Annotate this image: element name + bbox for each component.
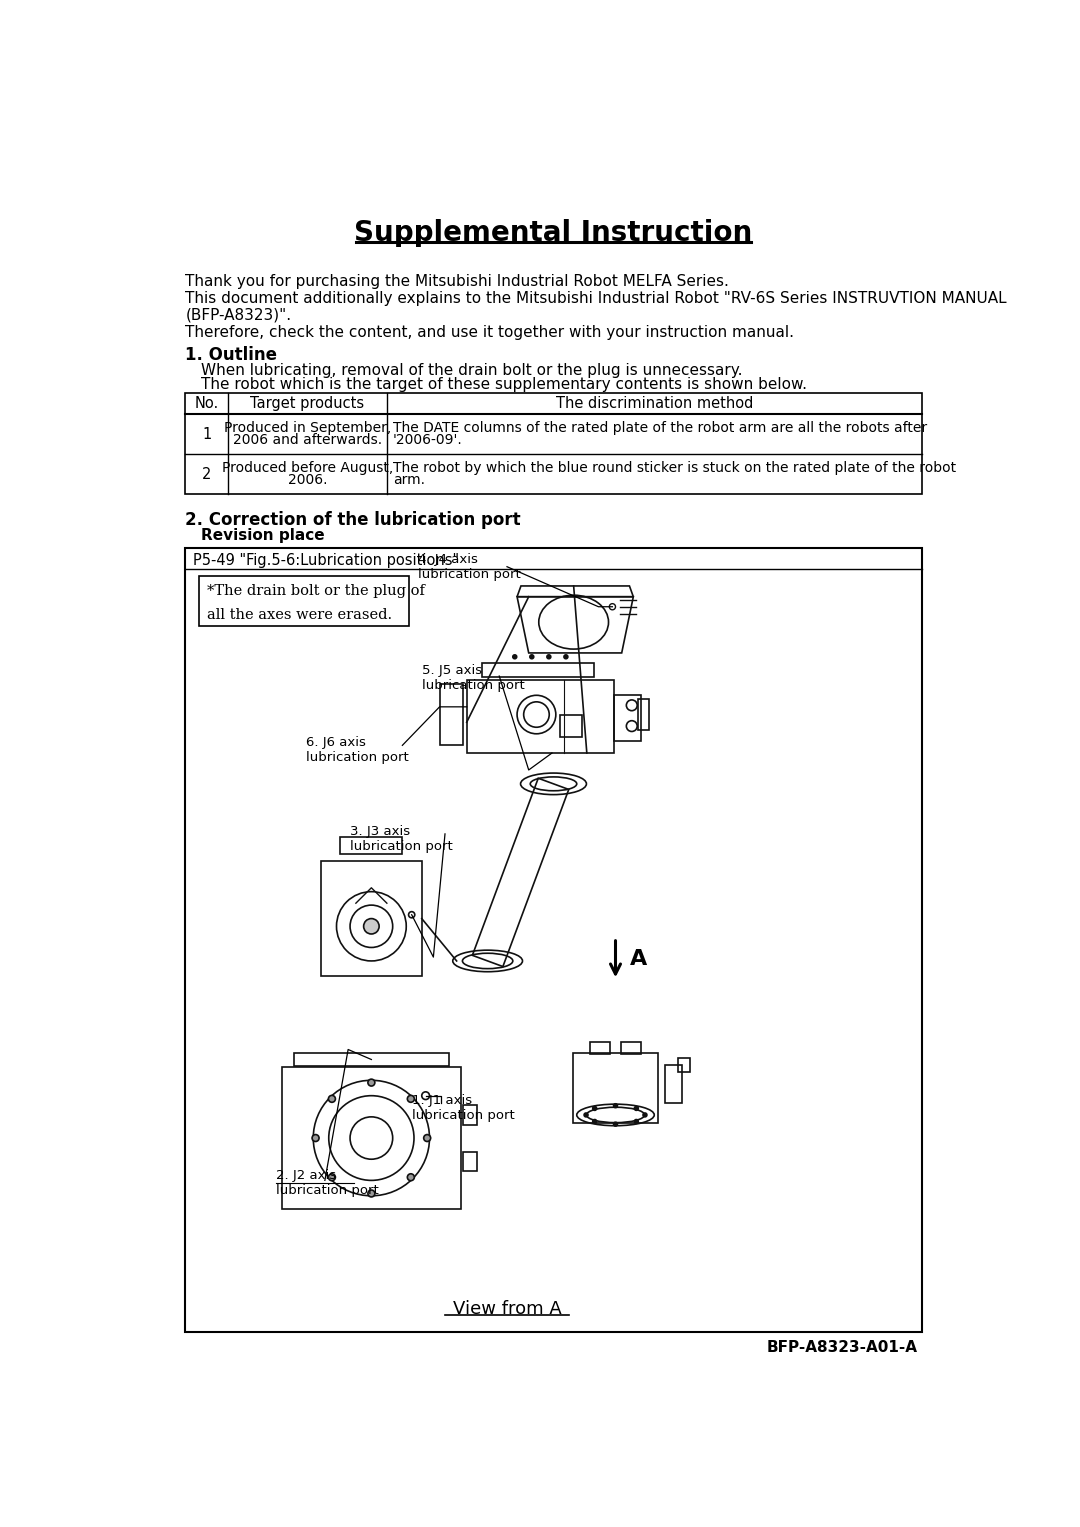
Text: 1. Outline: 1. Outline	[186, 347, 278, 365]
Bar	[282, 1067, 460, 1209]
Text: 1: 1	[202, 426, 212, 441]
Ellipse shape	[530, 655, 534, 658]
Text: Therefore, check the content, and use it together with your instruction manual.: Therefore, check the content, and use it…	[186, 325, 795, 341]
Ellipse shape	[312, 1135, 319, 1142]
Ellipse shape	[368, 1190, 375, 1197]
Text: 3. J3 axis
lubrication port: 3. J3 axis lubrication port	[350, 825, 454, 852]
Ellipse shape	[328, 1174, 336, 1180]
Text: 1. J1 axis
lubrication port: 1. J1 axis lubrication port	[413, 1095, 515, 1122]
Text: 2. J2 axis
lubrication port: 2. J2 axis lubrication port	[276, 1168, 379, 1197]
Ellipse shape	[513, 655, 516, 658]
Text: A: A	[630, 948, 647, 970]
Text: The robot which is the target of these supplementary contents is shown below.: The robot which is the target of these s…	[201, 377, 807, 392]
Ellipse shape	[593, 1107, 596, 1110]
Text: Supplemental Instruction: Supplemental Instruction	[354, 220, 753, 247]
Ellipse shape	[422, 1092, 430, 1099]
Text: Produced before August,: Produced before August,	[221, 461, 393, 475]
Bar	[321, 861, 422, 976]
Text: (BFP-A8323)".: (BFP-A8323)".	[186, 308, 292, 324]
Bar	[677, 1058, 690, 1072]
Text: When lubricating, removal of the drain bolt or the plug is unnecessary.: When lubricating, removal of the drain b…	[201, 363, 742, 379]
Text: Thank you for purchasing the Mitsubishi Industrial Robot MELFA Series.: Thank you for purchasing the Mitsubishi …	[186, 275, 729, 289]
Ellipse shape	[634, 1119, 638, 1124]
Text: The discrimination method: The discrimination method	[555, 395, 753, 411]
Bar	[294, 1052, 449, 1066]
Bar	[200, 576, 408, 626]
Ellipse shape	[593, 1119, 596, 1124]
Ellipse shape	[423, 1135, 431, 1142]
Text: 6. J6 axis
lubrication port: 6. J6 axis lubrication port	[306, 736, 408, 764]
Bar	[340, 837, 403, 854]
Text: This document additionally explains to the Mitsubishi Industrial Robot "RV-6S Se: This document additionally explains to t…	[186, 292, 1007, 305]
Text: Produced in September,: Produced in September,	[224, 421, 391, 435]
Text: No.: No.	[194, 395, 219, 411]
Ellipse shape	[564, 655, 568, 658]
Bar	[637, 699, 649, 730]
Ellipse shape	[546, 655, 551, 658]
Text: P5-49 "Fig.5-6:Lubrication positions": P5-49 "Fig.5-6:Lubrication positions"	[193, 553, 459, 568]
Ellipse shape	[584, 1113, 588, 1116]
Text: 5. J5 axis
lubrication port: 5. J5 axis lubrication port	[422, 664, 525, 692]
Bar	[621, 1041, 640, 1054]
Text: 2006 and afterwards.: 2006 and afterwards.	[233, 434, 382, 447]
Ellipse shape	[613, 1122, 618, 1125]
Text: arm.: arm.	[393, 473, 426, 487]
Bar	[572, 1054, 658, 1122]
Text: 2006.: 2006.	[287, 473, 327, 487]
Bar	[591, 1041, 610, 1054]
Text: The robot by which the blue round sticker is stuck on the rated plate of the rob: The robot by which the blue round sticke…	[393, 461, 956, 475]
Text: View from A: View from A	[453, 1299, 562, 1318]
Bar	[665, 1064, 683, 1104]
Ellipse shape	[609, 603, 616, 609]
Text: 2. Correction of the lubrication port: 2. Correction of the lubrication port	[186, 512, 521, 530]
Text: Target products: Target products	[251, 395, 365, 411]
Ellipse shape	[407, 1174, 415, 1180]
Ellipse shape	[328, 1095, 336, 1102]
Ellipse shape	[408, 912, 415, 918]
Ellipse shape	[368, 1080, 375, 1086]
Text: 2: 2	[202, 467, 212, 483]
Bar	[186, 548, 921, 1332]
Ellipse shape	[613, 1104, 618, 1107]
Text: The DATE columns of the rated plate of the robot arm are all the robots after: The DATE columns of the rated plate of t…	[393, 421, 928, 435]
Ellipse shape	[364, 919, 379, 935]
Text: '2006-09'.: '2006-09'.	[393, 434, 463, 447]
Bar	[440, 684, 463, 745]
Bar	[615, 695, 642, 742]
Bar	[482, 663, 594, 676]
Text: 4. J4 axis
lubrication port: 4. J4 axis lubrication port	[418, 553, 521, 580]
Ellipse shape	[634, 1107, 638, 1110]
Text: Revision place: Revision place	[201, 528, 324, 544]
Bar	[463, 1106, 476, 1124]
Bar	[463, 1151, 476, 1171]
Ellipse shape	[407, 1095, 415, 1102]
Text: BFP-A8323-A01-A: BFP-A8323-A01-A	[767, 1341, 918, 1354]
Bar	[186, 392, 921, 495]
Ellipse shape	[643, 1113, 647, 1116]
Bar	[561, 715, 582, 738]
Text: *The drain bolt or the plug of
all the axes were erased.: *The drain bolt or the plug of all the a…	[207, 583, 424, 621]
